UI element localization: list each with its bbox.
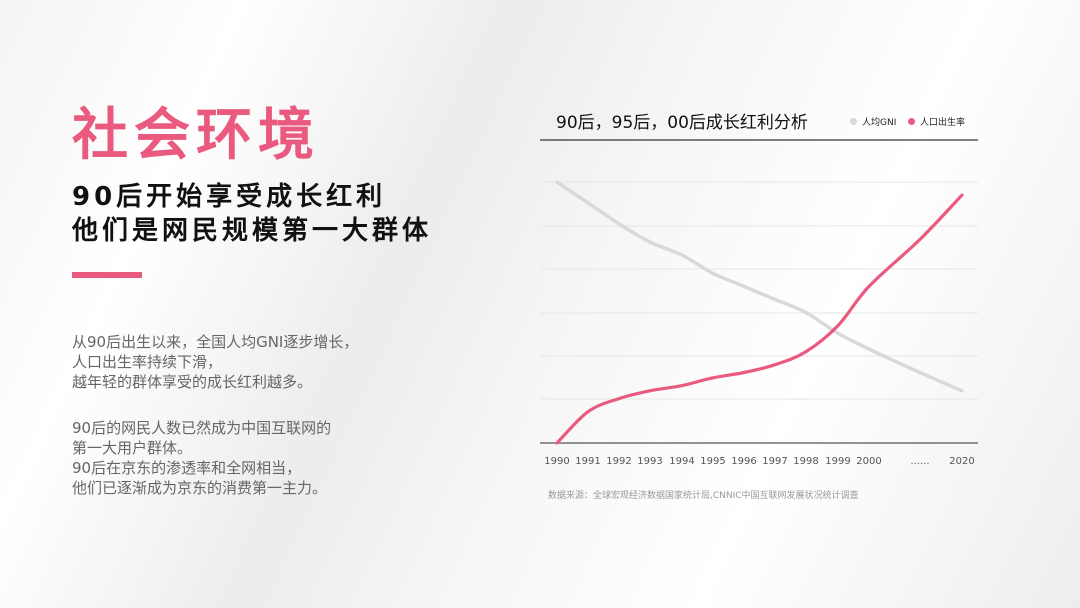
x-tick-label: 1990	[544, 456, 569, 467]
paragraph-2-line-2: 第一大用户群体。	[72, 439, 193, 457]
x-tick-label: 1998	[793, 456, 818, 467]
series-line-birth-rate	[555, 193, 964, 445]
x-tick-label: 1996	[731, 456, 756, 467]
legend-item-gni: 人均GNI	[850, 115, 897, 128]
series-line-gni	[555, 180, 964, 393]
x-tick-label: 2020	[949, 456, 974, 467]
subtitle-line-2: 他们是网民规模第一大群体	[72, 216, 433, 246]
legend-item-birth-rate: 人口出生率	[908, 115, 966, 128]
paragraph-2-line-3: 90后在京东的渗透率和全网相当，	[72, 459, 302, 477]
subtitle-line-1: 90后开始享受成长红利	[72, 182, 387, 212]
paragraph-2-line-1: 90后的网民人数已然成为中国互联网的	[72, 419, 332, 437]
legend-gni-swatch	[850, 117, 857, 125]
chart-axes	[540, 139, 978, 444]
chart-title: 90后，95后，00后成长红利分析	[556, 113, 808, 133]
paragraph-1-line-3: 越年轻的群体享受的成长红利越多。	[72, 373, 313, 391]
chart-series	[555, 180, 964, 445]
accent-divider	[72, 272, 142, 278]
legend-gni-label: 人均GNI	[862, 117, 897, 128]
paragraph-1-line-1: 从90后出生以来，全国人均GNI逐步增长，	[72, 333, 359, 351]
chart-gridlines	[540, 181, 978, 400]
x-tick-label: 1993	[637, 456, 662, 467]
x-tick-label: 1992	[606, 456, 631, 467]
data-source-note: 数据来源：全球宏观经济数据国家统计局,CNNIC中国互联网发展状况统计调查	[548, 491, 859, 501]
x-tick-label: 2000	[856, 456, 881, 467]
x-axis-ticks: 1990 1991 1992 1993 1994 1995 1996 1997 1998 1999…	[544, 456, 974, 467]
paragraph-1-line-2: 人口出生率持续下滑，	[72, 353, 223, 371]
x-tick-label: 1997	[762, 456, 787, 467]
description-paragraph-1: 从90后出生以来，全国人均GNI逐步增长， 人口出生率持续下滑， 越年轻的群体享…	[72, 332, 472, 392]
x-tick-label: 1999	[825, 456, 850, 467]
subtitle: 90后开始享受成长红利 他们是网民规模第一大群体	[72, 180, 432, 248]
x-tick-label: 1994	[669, 456, 694, 467]
description-paragraph-2: 90后的网民人数已然成为中国互联网的 第一大用户群体。 90后在京东的渗透率和全…	[72, 418, 472, 498]
legend-birth-label: 人口出生率	[920, 117, 966, 128]
page-title: 社会环境	[72, 103, 320, 168]
legend-birth-swatch	[908, 117, 915, 125]
x-tick-label: 1991	[575, 456, 600, 467]
x-tick-label: ......	[910, 456, 929, 467]
paragraph-2-line-4: 他们已逐渐成为京东的消费第一主力。	[72, 479, 328, 497]
x-tick-label: 1995	[700, 456, 725, 467]
